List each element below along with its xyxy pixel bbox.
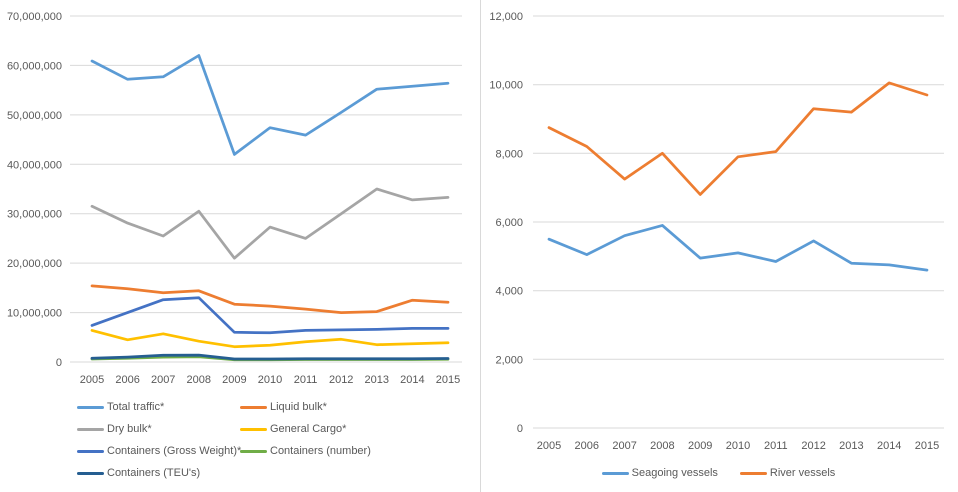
legend-swatch-containers-gross-weight [77,449,104,453]
series-line-dry-bulk [90,187,450,260]
y-tick-label: 12,000 [489,11,523,23]
x-tick-label: 2014 [877,440,901,452]
y-tick-label: 70,000,000 [7,11,62,23]
x-tick-label: 2007 [151,374,175,386]
vessel-chart-legend: Seagoing vessels River vessels [479,466,958,480]
cargo-chart-legend: Total traffic* Liquid bulk* Dry bulk* Gener… [77,400,467,480]
legend-swatch-seagoing-vessels [601,471,629,475]
y-tick-label: 10,000,000 [7,308,62,320]
legend-label: Liquid bulk* [270,401,327,413]
legend-item-containers-teu-s: Containers (TEU's) [77,466,240,480]
vessel-traffic-panel: 0 2,000 4,000 6,000 8,000 10,000 12,000 2005 200… [479,0,958,492]
x-tick-label: 2012 [801,440,825,452]
x-tick-label: 2008 [650,440,674,452]
y-tick-label: 50,000,000 [7,110,62,122]
panel-divider [480,0,481,492]
x-tick-label: 2013 [839,440,863,452]
x-tick-label: 2009 [222,374,246,386]
legend-swatch-total-traffic [77,405,104,409]
x-tick-label: 2005 [537,440,561,452]
legend-swatch-general-cargo [240,427,267,431]
legend-swatch-river-vessels [739,471,767,475]
legend-item-containers-gross-weight: Containers (Gross Weight)* [77,444,242,458]
x-tick-label: 2007 [612,440,636,452]
y-tick-label: 4,000 [495,286,523,298]
legend-swatch-containers-teu-s [77,471,104,475]
x-tick-label: 2015 [915,440,939,452]
cargo-traffic-panel: 0 10,000,000 20,000,000 30,000,000 40,000,00… [7,11,462,386]
y-tick-label: 0 [56,357,62,369]
series-line-containers-teu-s [90,353,450,361]
cargo-traffic-chart: 0 10,000,000 20,000,000 30,000,000 40,000,00… [7,11,462,386]
series-line-river-vessels [547,81,929,196]
y-tick-label: 30,000,000 [7,209,62,221]
legend-swatch-containers-number [240,449,267,453]
x-tick-label: 2011 [294,374,318,386]
vessel-traffic-chart: 0 2,000 4,000 6,000 8,000 10,000 12,000 2005 200… [489,11,944,452]
series-line-liquid-bulk [90,284,450,314]
x-tick-label: 2013 [365,374,389,386]
x-tick-label: 2006 [575,440,599,452]
y-tick-label: 60,000,000 [7,60,62,72]
legend-label: Seagoing vessels [631,467,718,479]
x-tick-label: 2015 [436,374,460,386]
x-tick-label: 2006 [115,374,139,386]
legend-swatch-dry-bulk [77,427,104,431]
x-tick-label: 2012 [329,374,353,386]
legend-label: Dry bulk* [107,423,152,435]
x-tick-label: 2005 [80,374,104,386]
series-line-total-traffic [90,54,450,156]
y-tick-label: 40,000,000 [7,159,62,171]
legend-item-river-vessels: River vessels [739,466,836,480]
y-tick-label: 8,000 [495,148,523,160]
y-tick-label: 6,000 [495,217,523,229]
legend-item-general-cargo: General Cargo* [240,422,467,436]
legend-label: Total traffic* [107,401,165,413]
legend-label: Containers (Gross Weight)* [107,445,242,457]
y-tick-label: 0 [517,423,523,435]
x-tick-label: 2010 [258,374,282,386]
series-line-general-cargo [90,329,450,349]
legend-item-containers-number: Containers (number) [240,444,467,458]
legend-label: River vessels [769,467,836,479]
x-tick-label: 2008 [187,374,211,386]
legend-item-liquid-bulk: Liquid bulk* [240,400,467,414]
legend-item-total-traffic: Total traffic* [77,400,240,414]
y-tick-label: 2,000 [495,354,523,366]
x-tick-label: 2010 [726,440,750,452]
y-tick-label: 10,000 [489,80,523,92]
series-line-containers-gross-weight [90,296,450,335]
x-tick-label: 2014 [400,374,424,386]
x-tick-label: 2011 [764,440,788,452]
legend-item-seagoing-vessels: Seagoing vessels [601,466,718,480]
legend-label: Containers (TEU's) [107,467,201,479]
x-tick-label: 2009 [688,440,712,452]
legend-item-dry-bulk: Dry bulk* [77,422,240,436]
legend-label: Containers (number) [270,445,371,457]
legend-swatch-liquid-bulk [240,405,267,409]
legend-label: General Cargo* [270,423,347,435]
y-tick-label: 20,000,000 [7,258,62,270]
series-line-seagoing-vessels [547,224,929,272]
